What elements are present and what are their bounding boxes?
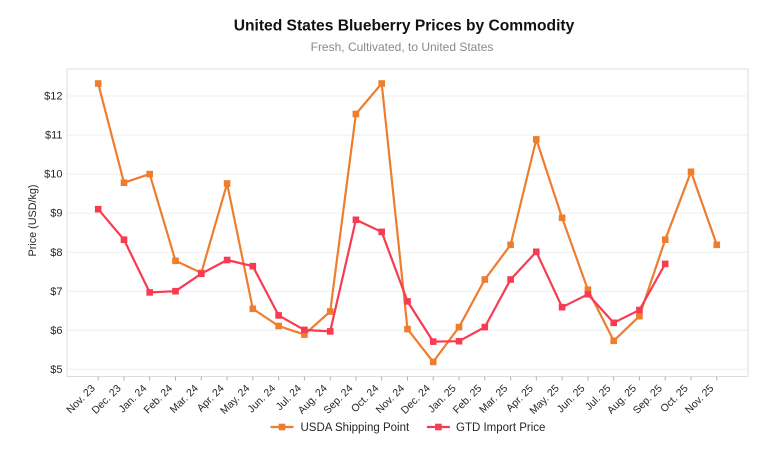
svg-text:$5: $5 (50, 364, 62, 376)
svg-text:$7: $7 (50, 286, 62, 298)
svg-text:$11: $11 (45, 130, 63, 142)
svg-text:Price (USD/kg): Price (USD/kg) (27, 185, 39, 257)
svg-text:$12: $12 (44, 91, 62, 103)
svg-text:Fresh, Cultivated, to United S: Fresh, Cultivated, to United States (311, 40, 494, 54)
svg-text:$8: $8 (50, 247, 62, 259)
svg-text:USDA Shipping Point: USDA Shipping Point (301, 422, 410, 434)
svg-text:United States Blueberry Prices: United States Blueberry Prices by Commod… (234, 18, 575, 35)
svg-text:GTD Import Price: GTD Import Price (456, 422, 545, 434)
svg-text:$9: $9 (50, 208, 62, 220)
svg-text:$6: $6 (50, 325, 62, 337)
svg-text:$10: $10 (44, 169, 62, 181)
